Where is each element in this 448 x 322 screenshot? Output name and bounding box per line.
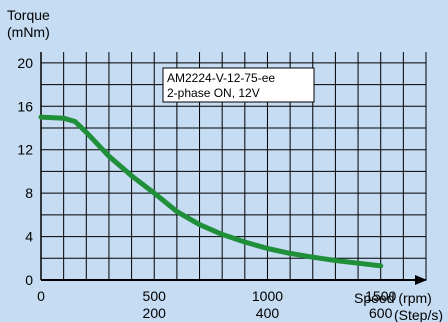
y-tick-labels: 0 4 8 12 16 20	[17, 55, 33, 288]
y-tick-label: 20	[17, 55, 33, 71]
y-axis-label-line2: (mNm)	[7, 24, 50, 40]
annotation-box: AM2224-V-12-75-ee 2-phase ON, 12V	[162, 67, 315, 103]
x-tick-label-rpm: 1000	[252, 288, 283, 304]
annotation-line2: 2-phase ON, 12V	[167, 86, 260, 100]
x-tick-label-steps: 400	[256, 305, 280, 321]
x-tick-label-rpm: 1500	[365, 288, 396, 304]
y-tick-label: 12	[17, 142, 33, 158]
y-tick-label: 16	[17, 98, 33, 114]
y-tick-label: 0	[25, 272, 33, 288]
annotation-line1: AM2224-V-12-75-ee	[167, 71, 275, 85]
x-tick-label-steps: 600	[369, 305, 393, 321]
x-axis-label-line1: Speed (rpm)	[354, 290, 432, 306]
x-axis-label-line2: (Step/s)	[394, 307, 443, 322]
x-tick-labels-steps: 200 400 600	[143, 305, 393, 321]
y-tick-label: 8	[25, 185, 33, 201]
x-tick-label-steps: 200	[143, 305, 167, 321]
y-tick-label: 4	[25, 229, 33, 245]
torque-curve-line	[38, 114, 384, 269]
x-tick-labels-rpm: 0 500 1000 1500	[37, 288, 396, 304]
x-tick-label-rpm: 0	[37, 288, 45, 304]
x-tick-label-rpm: 500	[143, 288, 167, 304]
y-axis-label-line1: Torque	[7, 7, 50, 23]
grid-lines	[41, 52, 427, 280]
